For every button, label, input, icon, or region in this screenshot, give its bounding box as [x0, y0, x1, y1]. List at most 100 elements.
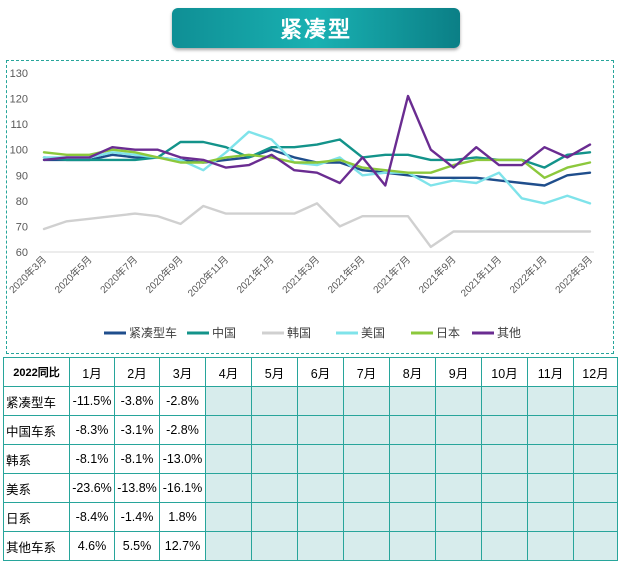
empty-cell	[390, 503, 436, 532]
yoy-value-cell: -8.1%	[70, 445, 115, 474]
yoy-value-cell: -1.4%	[115, 503, 160, 532]
empty-cell	[482, 474, 528, 503]
month-header: 5月	[252, 358, 298, 387]
empty-cell	[206, 532, 252, 561]
month-header: 2月	[115, 358, 160, 387]
y-tick-label: 80	[16, 196, 28, 208]
legend-label: 紧凑型车	[129, 325, 177, 340]
yoy-value-cell: -13.8%	[115, 474, 160, 503]
empty-cell	[390, 532, 436, 561]
empty-cell	[390, 387, 436, 416]
x-tick-label: 2020年5月	[52, 253, 95, 296]
empty-cell	[574, 445, 618, 474]
x-tick-label: 2021年3月	[279, 253, 322, 296]
table-row: 中国车系-8.3%-3.1%-2.8%	[4, 416, 618, 445]
yoy-value-cell: -11.5%	[70, 387, 115, 416]
empty-cell	[252, 387, 298, 416]
legend-label: 美国	[361, 326, 385, 340]
empty-cell	[436, 532, 482, 561]
y-tick-label: 70	[16, 221, 28, 233]
empty-cell	[436, 416, 482, 445]
row-label: 美系	[4, 474, 70, 503]
x-tick-label: 2020年3月	[6, 253, 49, 296]
x-tick-label: 2022年3月	[552, 253, 595, 296]
empty-cell	[344, 532, 390, 561]
y-tick-label: 90	[16, 170, 28, 182]
legend-label: 其他	[497, 326, 521, 340]
y-tick-label: 110	[10, 119, 28, 131]
yoy-value-cell: -8.1%	[115, 445, 160, 474]
empty-cell	[252, 532, 298, 561]
legend-label: 日本	[436, 326, 460, 340]
x-tick-label: 2020年11月	[185, 253, 231, 299]
empty-cell	[436, 503, 482, 532]
yoy-value-cell: -2.8%	[160, 387, 206, 416]
empty-cell	[482, 416, 528, 445]
empty-cell	[206, 474, 252, 503]
empty-cell	[298, 532, 344, 561]
yoy-value-cell: -16.1%	[160, 474, 206, 503]
series-line-3	[44, 132, 590, 204]
x-tick-label: 2020年9月	[143, 253, 186, 296]
month-header: 6月	[298, 358, 344, 387]
legend-label: 中国	[212, 325, 236, 340]
empty-cell	[206, 445, 252, 474]
month-header: 12月	[574, 358, 618, 387]
table-body: 紧凑型车-11.5%-3.8%-2.8%中国车系-8.3%-3.1%-2.8%韩…	[4, 387, 618, 561]
month-header: 4月	[206, 358, 252, 387]
yoy-value-cell: -3.8%	[115, 387, 160, 416]
empty-cell	[390, 445, 436, 474]
empty-cell	[482, 503, 528, 532]
empty-cell	[298, 387, 344, 416]
y-tick-label: 60	[16, 247, 28, 259]
yoy-value-cell: -8.4%	[70, 503, 115, 532]
month-header: 3月	[160, 358, 206, 387]
empty-cell	[482, 532, 528, 561]
row-label: 韩系	[4, 445, 70, 474]
empty-cell	[298, 445, 344, 474]
month-header: 11月	[528, 358, 574, 387]
empty-cell	[390, 416, 436, 445]
month-header: 8月	[390, 358, 436, 387]
empty-cell	[206, 416, 252, 445]
empty-cell	[344, 474, 390, 503]
row-label: 其他车系	[4, 532, 70, 561]
series-line-2	[44, 203, 590, 247]
empty-cell	[528, 387, 574, 416]
x-tick-label: 2021年7月	[370, 253, 413, 296]
series-layer	[44, 96, 590, 247]
empty-cell	[390, 474, 436, 503]
empty-cell	[528, 503, 574, 532]
month-header: 1月	[70, 358, 115, 387]
empty-cell	[436, 474, 482, 503]
empty-cell	[344, 387, 390, 416]
empty-cell	[574, 416, 618, 445]
y-tick-label: 130	[10, 68, 28, 80]
empty-cell	[252, 445, 298, 474]
empty-cell	[206, 503, 252, 532]
y-tick-label: 100	[10, 145, 28, 157]
x-tick-label: 2021年11月	[458, 253, 504, 299]
x-tick-label: 2022年1月	[507, 253, 550, 296]
row-label: 紧凑型车	[4, 387, 70, 416]
empty-cell	[574, 474, 618, 503]
empty-cell	[482, 445, 528, 474]
table-row: 美系-23.6%-13.8%-16.1%	[4, 474, 618, 503]
x-tick-label: 2021年5月	[325, 253, 368, 296]
table-corner-header: 2022同比	[4, 358, 70, 387]
empty-cell	[206, 387, 252, 416]
empty-cell	[574, 503, 618, 532]
month-header: 10月	[482, 358, 528, 387]
empty-cell	[574, 387, 618, 416]
series-line-5	[44, 96, 590, 186]
row-label: 中国车系	[4, 416, 70, 445]
x-tick-label: 2021年1月	[234, 253, 277, 296]
yoy-value-cell: -3.1%	[115, 416, 160, 445]
yoy-value-cell: -8.3%	[70, 416, 115, 445]
y-tick-label: 120	[10, 94, 28, 106]
empty-cell	[252, 503, 298, 532]
empty-cell	[436, 445, 482, 474]
